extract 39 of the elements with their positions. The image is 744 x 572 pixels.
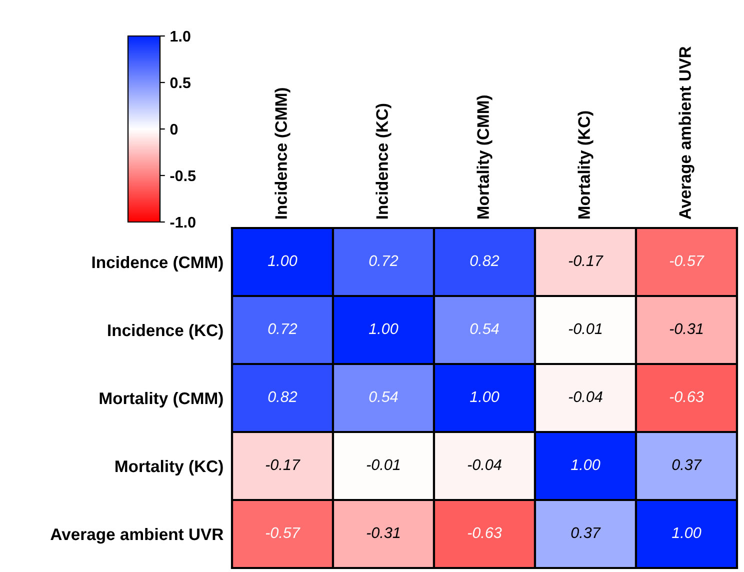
- data-label: 0.37: [672, 459, 702, 470]
- data-label: -0.04: [568, 391, 602, 402]
- data-label: 1.00: [672, 527, 702, 538]
- x-tick-label: Mortality (CMM): [476, 96, 492, 219]
- data-label: -0.04: [468, 459, 502, 470]
- data-label: -0.57: [670, 255, 704, 266]
- data-label: -0.31: [670, 323, 703, 334]
- color-bar-label: 0.5: [170, 77, 191, 88]
- data-label: 0.72: [369, 255, 398, 266]
- data-label: 0.72: [268, 323, 298, 334]
- data-label: -0.31: [366, 527, 400, 538]
- y-tick-label: Mortality (CMM): [100, 392, 223, 408]
- y-tick-label: Incidence (KC): [108, 324, 223, 340]
- data-label: 0.82: [268, 391, 298, 402]
- color-bar-label: 0: [170, 124, 178, 135]
- data-label: -0.01: [568, 323, 602, 334]
- color-bar-label: 1.0: [170, 30, 190, 42]
- data-label: 0.82: [470, 255, 500, 266]
- data-label: 0.54: [369, 391, 398, 402]
- data-label: -0.63: [670, 391, 704, 402]
- data-label: -0.63: [468, 527, 502, 538]
- data-label: -0.17: [568, 255, 604, 266]
- x-tick-label: Mortality (KC): [578, 111, 594, 219]
- y-tick-label: Average ambient UVR: [50, 528, 224, 544]
- data-label: 1.00: [571, 459, 600, 470]
- data-label: 1.00: [268, 255, 298, 266]
- data-label: -0.17: [266, 459, 300, 470]
- color-bar-label: -1.0: [170, 216, 196, 228]
- x-tick-label: Incidence (KC): [376, 104, 392, 219]
- y-tick-label: Incidence (CMM): [92, 256, 223, 272]
- data-label: -0.01: [366, 459, 400, 470]
- x-tick-label: Average ambient UVR: [678, 46, 694, 220]
- color-bar-label: -0.5: [170, 170, 196, 182]
- data-label: 0.37: [571, 527, 601, 538]
- data-label: 1.00: [470, 391, 500, 402]
- y-tick-label: Mortality (KC): [116, 460, 223, 476]
- data-label: -0.57: [266, 527, 300, 538]
- data-label: 1.00: [369, 323, 398, 334]
- data-label: 0.54: [470, 323, 499, 334]
